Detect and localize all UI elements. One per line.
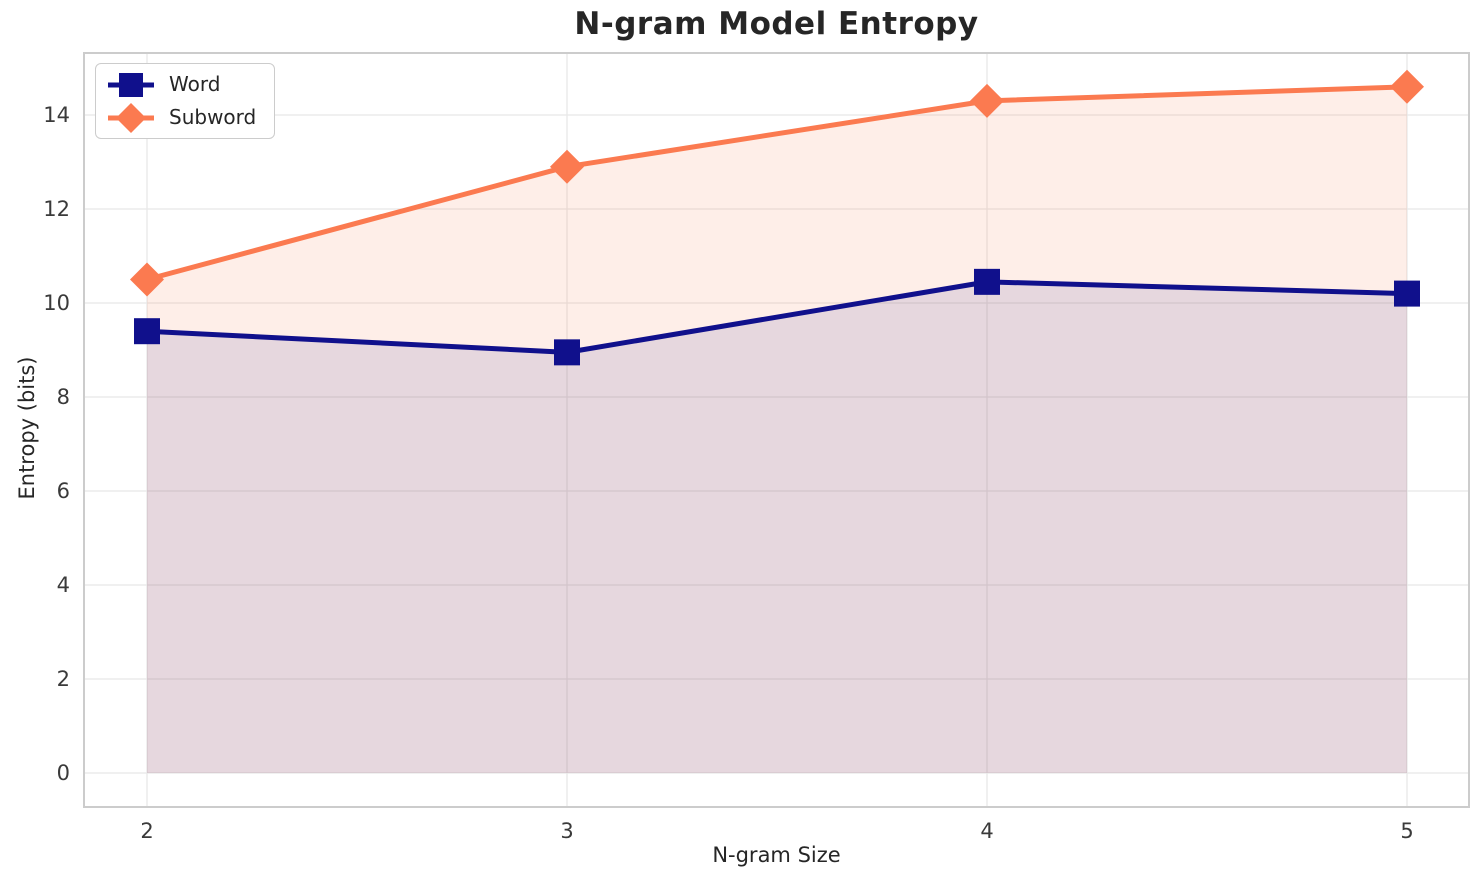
legend-item-word: Word bbox=[106, 69, 256, 100]
subword-marker-point bbox=[550, 149, 584, 184]
chart-title: N-gram Model Entropy bbox=[574, 6, 979, 42]
y-tick-label: 4 bbox=[57, 573, 70, 597]
plot-border bbox=[83, 52, 1470, 808]
subword-area-fill bbox=[147, 86, 1407, 774]
x-tick-label: 3 bbox=[560, 819, 573, 843]
word-line bbox=[144, 279, 1410, 355]
legend: Word Subword bbox=[95, 63, 276, 139]
subword-line bbox=[144, 84, 1410, 282]
subword-marker-point bbox=[970, 83, 1004, 118]
word-marker-point bbox=[134, 318, 160, 345]
y-axis-label: Entropy (bits) bbox=[15, 356, 39, 500]
word-marker-point bbox=[554, 339, 580, 366]
y-tick-label: 8 bbox=[57, 385, 70, 409]
y-tick-label: 6 bbox=[57, 479, 70, 503]
x-tick-label: 5 bbox=[1400, 819, 1413, 843]
y-tick-label: 12 bbox=[43, 197, 70, 221]
x-axis-label: N-gram Size bbox=[712, 843, 841, 867]
x-tick-label: 2 bbox=[140, 819, 153, 843]
word-area-fill bbox=[147, 281, 1407, 773]
legend-item-subword: Subword bbox=[106, 102, 256, 133]
y-tick-label: 0 bbox=[57, 761, 70, 785]
subword-marker-point bbox=[130, 262, 164, 297]
legend-label-subword: Subword bbox=[169, 105, 257, 129]
x-tick-label: 4 bbox=[980, 819, 993, 843]
word-line-marker-icon bbox=[108, 72, 154, 97]
subword-marker-point bbox=[1390, 69, 1424, 104]
word-marker-point bbox=[974, 268, 1000, 295]
legend-label-word: Word bbox=[169, 72, 221, 96]
y-tick-label: 14 bbox=[43, 103, 70, 127]
y-tick-label: 10 bbox=[43, 291, 70, 315]
subword-line-marker-icon bbox=[108, 102, 154, 133]
word-marker-point bbox=[1394, 280, 1420, 307]
y-tick-label: 2 bbox=[57, 667, 70, 691]
